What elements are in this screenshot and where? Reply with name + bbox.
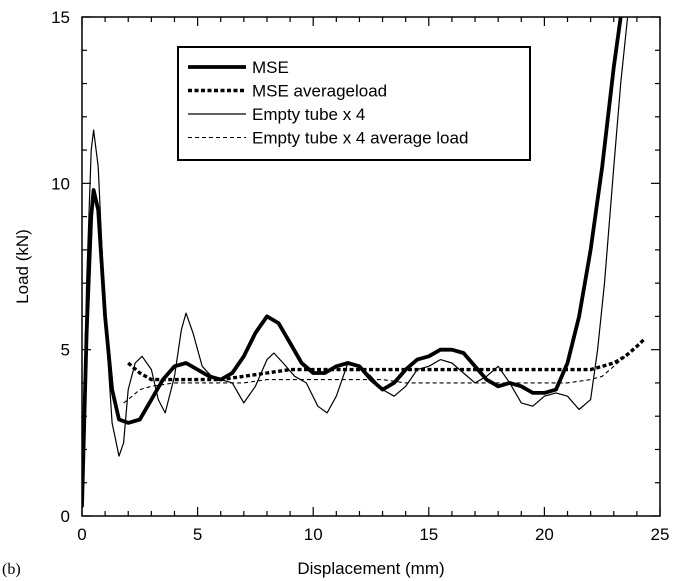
series-line-mse-averageload: [127, 338, 645, 382]
y-tick-label: 0: [61, 507, 70, 526]
x-tick-label: 10: [304, 525, 323, 544]
ticks-layer: 0 5 10 15 20 25 0 5 10 15: [51, 8, 669, 544]
x-tick-label: 25: [651, 525, 670, 544]
x-axis-title: Displacement (mm): [297, 559, 444, 578]
series-line-empty-tube-x-4-average-load: [123, 355, 626, 404]
series-line-empty-tube-x-4: [82, 17, 629, 500]
series-layer: [82, 17, 645, 508]
y-tick-label: 15: [51, 8, 70, 27]
x-tick-label: 15: [419, 525, 438, 544]
legend-label: MSE averageload: [252, 82, 387, 101]
plot-frame: [81, 16, 661, 517]
legend-label: Empty tube x 4: [252, 105, 365, 124]
x-tick-label: 0: [77, 525, 86, 544]
y-tick-label: 5: [61, 341, 70, 360]
legend-label: MSE: [252, 58, 289, 77]
x-tick-label: 5: [193, 525, 202, 544]
panel-label: (b): [2, 561, 21, 578]
y-axis-title: Load (kN): [13, 229, 32, 304]
x-tick-label: 20: [535, 525, 554, 544]
legend-label: Empty tube x 4 average load: [252, 129, 468, 148]
y-tick-label: 10: [51, 174, 70, 193]
legend: MSE MSE averageload Empty tube x 4 Empty tu…: [177, 46, 531, 161]
